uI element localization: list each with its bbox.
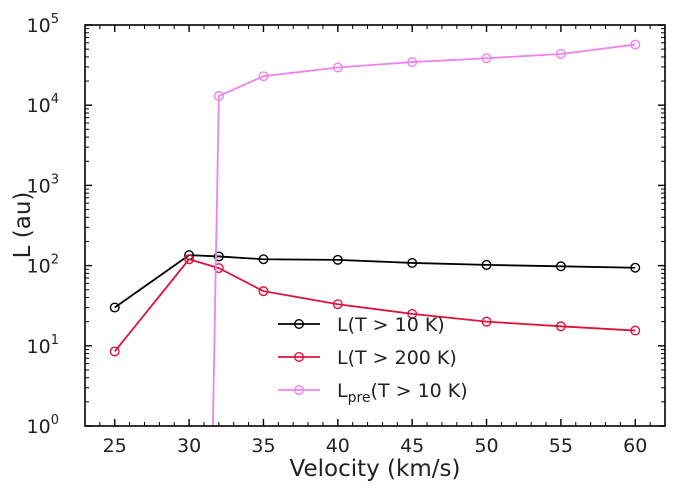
data-point bbox=[332, 254, 343, 265]
data-point bbox=[407, 57, 418, 68]
data-point bbox=[332, 299, 343, 310]
series-line-0 bbox=[114, 254, 636, 309]
x-tick-label: 50 bbox=[474, 435, 498, 457]
y-tick-label: 100 bbox=[27, 413, 59, 438]
legend-label-2: Lpre(T > 10 K) bbox=[337, 380, 468, 406]
y-tick-base: 10 bbox=[27, 95, 51, 117]
legend-marker-1 bbox=[294, 352, 305, 363]
data-point bbox=[407, 308, 418, 319]
legend-label-text: L(T > 200 K) bbox=[337, 347, 457, 369]
plot-frame bbox=[84, 24, 666, 427]
y-tick-exponent: 4 bbox=[51, 92, 59, 107]
y-tick-label: 104 bbox=[27, 92, 59, 117]
legend-label-text: L bbox=[337, 380, 348, 402]
y-tick-base: 10 bbox=[27, 15, 51, 37]
data-point bbox=[258, 71, 269, 82]
y-axis-title: L (au) bbox=[10, 192, 36, 259]
data-point bbox=[555, 48, 566, 59]
legend-label-subscript: pre bbox=[348, 390, 371, 406]
data-point bbox=[184, 254, 195, 265]
legend: L(T > 10 K)L(T > 200 K)Lpre(T > 10 K) bbox=[278, 314, 468, 406]
y-tick-base: 10 bbox=[27, 175, 51, 197]
data-point bbox=[332, 62, 343, 73]
x-tick-label: 45 bbox=[400, 435, 424, 457]
y-tick-exponent: 3 bbox=[51, 172, 59, 187]
x-axis-title: Velocity (km/s) bbox=[290, 456, 461, 482]
x-tick-label: 25 bbox=[103, 435, 127, 457]
y-tick-base: 10 bbox=[27, 416, 51, 438]
y-tick-label: 105 bbox=[27, 12, 59, 37]
data-point bbox=[258, 286, 269, 297]
data-point bbox=[407, 257, 418, 268]
data-point bbox=[630, 262, 641, 273]
y-tick-label: 103 bbox=[27, 172, 59, 197]
data-point bbox=[213, 251, 224, 262]
data-point bbox=[109, 346, 120, 357]
y-tick-exponent: 1 bbox=[51, 333, 59, 348]
y-tick-label: 102 bbox=[27, 253, 59, 278]
x-tick-label: 40 bbox=[326, 435, 350, 457]
y-tick-base: 10 bbox=[27, 336, 51, 358]
data-point bbox=[555, 321, 566, 332]
series-layer bbox=[109, 39, 641, 426]
series-line-1 bbox=[114, 258, 636, 353]
data-point bbox=[555, 261, 566, 272]
y-tick-exponent: 5 bbox=[51, 12, 59, 27]
y-tick-base: 10 bbox=[27, 256, 51, 278]
data-point bbox=[481, 259, 492, 270]
x-tick-label: 60 bbox=[623, 435, 647, 457]
x-tick-label: 55 bbox=[549, 435, 573, 457]
legend-label-0: L(T > 10 K) bbox=[337, 314, 445, 336]
legend-marker-0 bbox=[294, 319, 305, 330]
data-point bbox=[481, 316, 492, 327]
legend-label-text: L(T > 10 K) bbox=[337, 314, 445, 336]
y-tick-exponent: 0 bbox=[51, 413, 59, 428]
x-tick-label: 30 bbox=[177, 435, 201, 457]
y-tick-exponent: 2 bbox=[51, 253, 59, 268]
legend-label-1: L(T > 200 K) bbox=[337, 347, 457, 369]
y-tick-label: 101 bbox=[27, 333, 59, 358]
data-point bbox=[630, 39, 641, 50]
x-tick-label: 35 bbox=[251, 435, 275, 457]
data-point bbox=[481, 53, 492, 64]
data-point bbox=[213, 91, 224, 102]
legend-label-rest: (T > 10 K) bbox=[371, 380, 468, 402]
data-point bbox=[213, 263, 224, 274]
series-line-2 bbox=[212, 43, 636, 426]
data-point bbox=[630, 325, 641, 336]
data-point bbox=[109, 302, 120, 313]
legend-marker-2 bbox=[294, 385, 305, 396]
data-point bbox=[258, 254, 269, 265]
